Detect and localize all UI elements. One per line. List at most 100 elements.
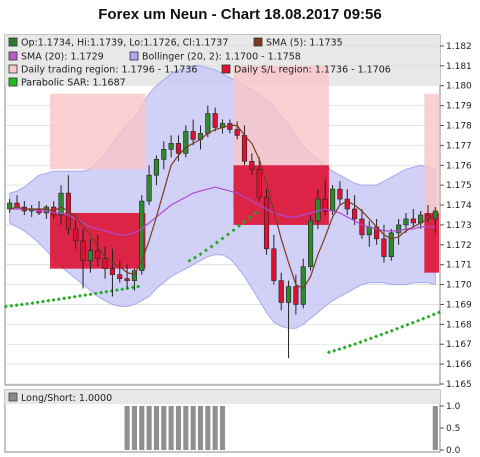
candle-body-up bbox=[168, 143, 174, 150]
price-axis: 1.182 1.181 1.180 1.179 1.178 1.177 1.176 1.175… bbox=[440, 42, 472, 390]
y-tick-label: 1.167 bbox=[446, 340, 472, 350]
y-tick-label: 1.172 bbox=[446, 241, 472, 251]
y-tick-label: 1.171 bbox=[446, 261, 472, 271]
longshort-panel: Long/Short: 1.0000 1.0 0.5 0.0 bbox=[4, 389, 461, 456]
trading-region bbox=[50, 93, 146, 170]
legend-swatch bbox=[8, 51, 18, 61]
chart-title: Forex um Neun - Chart 18.08.2017 09:56 bbox=[98, 6, 381, 23]
candle bbox=[175, 135, 182, 162]
longshort-bar bbox=[190, 406, 196, 450]
candle bbox=[271, 234, 277, 285]
candle-body-down bbox=[241, 135, 248, 162]
legend-swatch bbox=[8, 77, 18, 87]
y-tick-label: 1.175 bbox=[446, 181, 472, 191]
candle bbox=[80, 228, 86, 289]
candle-body-down bbox=[117, 274, 123, 279]
y-tick-label: 1.181 bbox=[446, 62, 472, 72]
sar-dot bbox=[237, 223, 241, 228]
longshort-bar bbox=[197, 406, 204, 450]
sar-dot bbox=[93, 291, 98, 296]
candle-body-up bbox=[131, 270, 138, 281]
candle-body-down bbox=[102, 258, 108, 269]
y-tick-label: 1.170 bbox=[446, 281, 472, 291]
candle-body-down bbox=[352, 208, 358, 220]
candle bbox=[307, 214, 314, 271]
y-tick-label: 1.165 bbox=[446, 380, 472, 390]
candle-body-down bbox=[337, 188, 343, 200]
candle-body-up bbox=[396, 224, 402, 234]
candle bbox=[234, 121, 240, 140]
sar-dot bbox=[389, 328, 394, 333]
sar-dot bbox=[62, 296, 67, 301]
candle-body-up bbox=[161, 149, 167, 160]
ls-tick-label: 0.5 bbox=[446, 424, 460, 434]
sar-dot bbox=[353, 342, 358, 346]
candle-body-up bbox=[307, 220, 314, 267]
longshort-bar bbox=[183, 406, 189, 450]
candle bbox=[73, 214, 79, 249]
candle-body-up bbox=[388, 232, 394, 258]
sar-dot bbox=[198, 252, 203, 257]
candle-body-down bbox=[175, 143, 182, 154]
candle-body-up bbox=[139, 200, 145, 271]
candle-body-up bbox=[366, 226, 372, 236]
candle-body-down bbox=[249, 160, 255, 170]
candle-body-up bbox=[58, 192, 64, 216]
legend-swatch bbox=[221, 64, 231, 74]
longshort-bar bbox=[432, 406, 438, 450]
candle bbox=[256, 157, 262, 202]
legend-label: Bollinger (20, 2): 1.1700 - 1.1758 bbox=[142, 52, 301, 63]
candle bbox=[190, 119, 196, 146]
sar-dot bbox=[67, 295, 72, 300]
longshort-bar bbox=[131, 406, 138, 450]
sar-dot bbox=[209, 244, 214, 249]
longshort-bar bbox=[124, 406, 130, 450]
candle bbox=[352, 195, 358, 225]
longshort-axis: 1.0 0.5 0.0 bbox=[440, 402, 461, 456]
candle bbox=[337, 181, 343, 206]
y-tick-label: 1.168 bbox=[446, 320, 472, 330]
candle-body-down bbox=[109, 268, 115, 275]
candle bbox=[87, 238, 93, 273]
sar-dot bbox=[99, 290, 104, 295]
longshort-bars bbox=[124, 406, 438, 450]
ls-tick-label: 1.0 bbox=[446, 402, 461, 412]
candle bbox=[249, 153, 255, 176]
candle-body-up bbox=[153, 158, 160, 176]
candle-body-down bbox=[256, 168, 262, 198]
y-tick-label: 1.176 bbox=[446, 161, 472, 171]
longshort-bar bbox=[139, 406, 145, 450]
main-price-panel: Op:1.1734, Hi:1.1739, Lo:1.1726, Cl:1.17… bbox=[3, 34, 472, 390]
y-tick-label: 1.179 bbox=[446, 102, 472, 112]
candle-body-up bbox=[87, 250, 93, 262]
candle bbox=[168, 135, 174, 158]
candle-body-down bbox=[190, 131, 196, 140]
candle bbox=[117, 260, 123, 283]
candle bbox=[131, 268, 138, 291]
candle bbox=[124, 264, 130, 289]
sar-dot bbox=[437, 310, 441, 315]
legend-label: Daily S/L region: 1.1736 - 1.1706 bbox=[234, 65, 391, 76]
sar-dot bbox=[203, 248, 208, 253]
candle bbox=[359, 209, 365, 239]
sar-dot bbox=[104, 289, 109, 294]
sar-dot bbox=[368, 336, 373, 341]
y-tick-label: 1.182 bbox=[446, 42, 472, 52]
longshort-bar bbox=[153, 406, 160, 450]
y-tick-label: 1.180 bbox=[446, 82, 472, 92]
ls-tick-label: 0.0 bbox=[446, 446, 461, 456]
sar-dot bbox=[242, 219, 247, 224]
candle bbox=[278, 272, 284, 311]
candle bbox=[58, 185, 64, 225]
candle bbox=[285, 280, 292, 359]
sar-dot bbox=[77, 293, 82, 298]
sar-dot bbox=[358, 340, 363, 345]
legend-swatch bbox=[129, 51, 139, 61]
sar-dot bbox=[431, 312, 436, 317]
legend-swatch bbox=[8, 64, 18, 74]
sar-dot bbox=[83, 293, 88, 298]
candle-body-down bbox=[124, 278, 130, 281]
candle bbox=[293, 274, 299, 315]
candle-body-down bbox=[322, 198, 328, 212]
longshort-label: Long/Short: 1.0000 bbox=[21, 393, 112, 404]
